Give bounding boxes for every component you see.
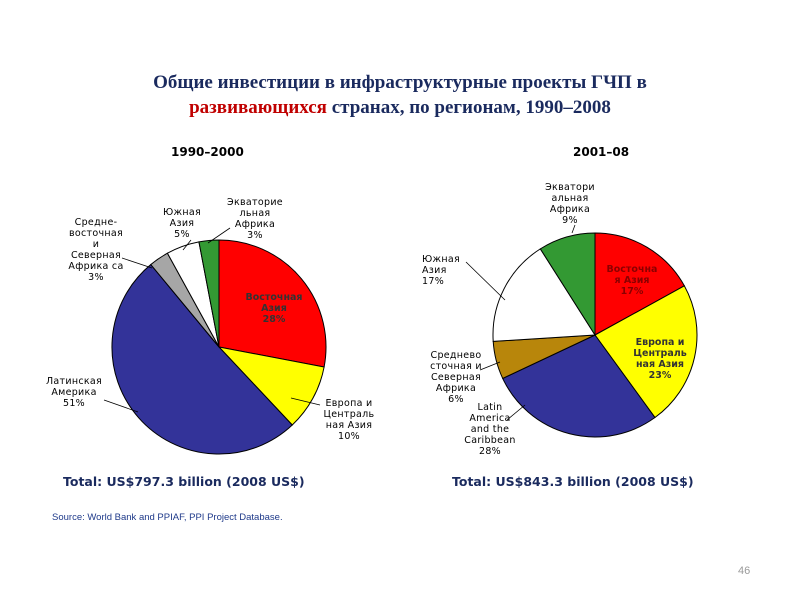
pie-1990-slice-2 bbox=[111, 263, 293, 455]
pie-1990-slice-0 bbox=[218, 239, 327, 368]
pie-1990-label-1: Европа и Централь ная Азия 10% bbox=[324, 398, 375, 442]
pie-2001-leader-4 bbox=[465, 261, 506, 301]
pie-2001-leader-3 bbox=[479, 361, 501, 371]
pie-1990-leader-5 bbox=[207, 227, 231, 244]
chart-1990-2000-title: 1990–2000 bbox=[171, 145, 244, 159]
pie-1990-label-5: Экваторие льная Африка 3% bbox=[227, 197, 283, 241]
pie-2001-label-2: Latin America and the Caribbean 28% bbox=[464, 402, 515, 457]
pie-1990-leader-3 bbox=[121, 257, 153, 269]
pie-1990-label-2: Латинская Америка 51% bbox=[46, 376, 102, 409]
pie-2001-label-3: Среднево сточная и Северная Африка 6% bbox=[430, 350, 482, 405]
chart-2001-08-total: Total: US$843.3 billion (2008 US$) bbox=[452, 474, 694, 489]
pie-2001-slice-2 bbox=[502, 334, 656, 438]
pie-1990-leader-1 bbox=[290, 397, 321, 406]
chart-1990-2000-total: Total: US$797.3 billion (2008 US$) bbox=[63, 474, 305, 489]
pie-2001-label-1: Европа и Централь ная Азия 23% bbox=[633, 337, 687, 381]
pie-2001-slice-5 bbox=[539, 232, 596, 337]
pie-2001-label-4: Южная Азия 17% bbox=[422, 254, 460, 287]
chart-2001-08-title: 2001–08 bbox=[573, 145, 630, 159]
pie-1990-leader-4 bbox=[182, 239, 192, 251]
page-title: Общие инвестиции в инфраструктурные прое… bbox=[0, 70, 800, 120]
source-note: Source: World Bank and PPIAF, PPI Projec… bbox=[52, 512, 283, 523]
pie-1990-label-3: Средне-восточная и Северная Африка са 3% bbox=[68, 217, 123, 283]
pie-1990-slice-5 bbox=[198, 239, 220, 348]
pie-1990-leader-2 bbox=[103, 399, 139, 413]
pie-2001-label-5: Экватори альная Африка 9% bbox=[545, 182, 595, 226]
title-rest: странах, по регионам, 1990–2008 bbox=[326, 97, 611, 118]
pie-1990-label-0: Восточная Азия 28% bbox=[245, 292, 302, 325]
title-line-2: развивающихся странах, по регионам, 1990… bbox=[0, 95, 800, 120]
page-number: 46 bbox=[738, 565, 751, 577]
pie-2001-slice-1 bbox=[594, 285, 698, 419]
pie-2001-label-0: Восточна я Азия 17% bbox=[607, 264, 658, 297]
pie-2001-leader-5 bbox=[571, 224, 576, 234]
pie-2001-slice-4 bbox=[492, 248, 596, 342]
pie-1990-label-4: Южная Азия 5% bbox=[163, 207, 201, 240]
pie-2001-slice-0 bbox=[594, 232, 686, 336]
title-highlight: развивающихся bbox=[189, 97, 327, 118]
title-line-1: Общие инвестиции в инфраструктурные прое… bbox=[153, 72, 647, 93]
pie-2001-leader-2 bbox=[506, 404, 526, 421]
